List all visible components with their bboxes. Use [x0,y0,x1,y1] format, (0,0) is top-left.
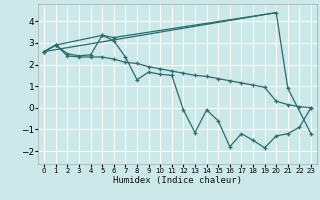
X-axis label: Humidex (Indice chaleur): Humidex (Indice chaleur) [113,176,242,185]
